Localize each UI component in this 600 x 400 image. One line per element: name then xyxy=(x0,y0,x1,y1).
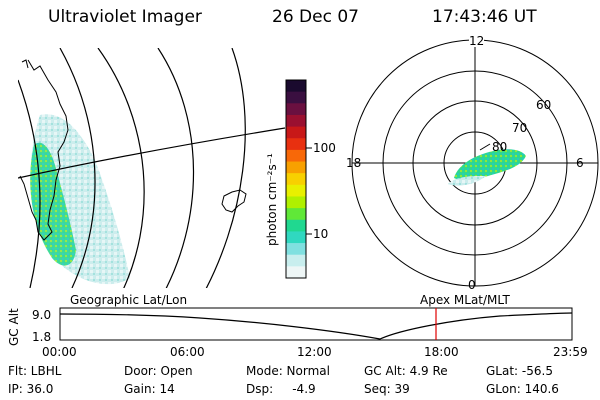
colorbar-gradient xyxy=(286,80,306,279)
ip-status: IP: 36.0 xyxy=(8,382,54,396)
altitude-curve xyxy=(59,312,573,340)
door-status: Door: Open xyxy=(124,364,193,378)
colorbar-band xyxy=(286,103,306,116)
colorbar-band xyxy=(286,243,306,256)
y-tick-label-1-8: 1.8 xyxy=(32,330,52,344)
x-tick-label-1800: 18:00 xyxy=(424,345,459,359)
observation-time: 17:43:46 UT xyxy=(432,7,537,27)
colorbar-band xyxy=(286,208,306,221)
meridian-line xyxy=(18,127,286,179)
x-tick-label-2359: 23:59 xyxy=(553,345,588,359)
x-tick-label-1200: 12:00 xyxy=(297,345,332,359)
filter-status: Flt: LBHL xyxy=(8,364,62,378)
colorbar-band xyxy=(286,254,306,267)
colorbar-band xyxy=(286,196,306,209)
colorbar-band xyxy=(286,219,306,232)
colorbar-band xyxy=(286,80,306,93)
glon-status: GLon: 140.6 xyxy=(486,382,559,396)
mlat-label-80: 80 xyxy=(492,140,508,154)
coastline-fragment xyxy=(21,59,29,69)
colorbar-frame xyxy=(285,79,307,279)
glat-status: GLat: -56.5 xyxy=(486,364,553,378)
polar-aurora-emission xyxy=(454,149,526,181)
timeline-frame xyxy=(59,307,573,341)
gain-status: Gain: 14 xyxy=(124,382,175,396)
latitude-arc-5 xyxy=(205,48,246,288)
latitude-arc-3 xyxy=(97,48,145,288)
colorbar-tick-label-100: 100 xyxy=(313,141,336,155)
gc-alt-status: GC Alt: 4.9 Re xyxy=(364,364,448,378)
colorbar-band xyxy=(286,149,306,163)
mode-status: Mode: Normal xyxy=(246,364,330,378)
colorbar-band xyxy=(286,138,306,151)
colorbar-tick-label-10: 10 xyxy=(313,227,329,241)
colorbar-band xyxy=(286,173,306,186)
geographic-panel-label: Geographic Lat/Lon xyxy=(70,293,188,307)
seq-status: Seq: 39 xyxy=(364,382,410,396)
observation-date: 26 Dec 07 xyxy=(272,7,359,27)
colorbar-band xyxy=(286,231,306,244)
mlt-label-18: 18 xyxy=(346,156,362,170)
x-tick-label-0600: 06:00 xyxy=(170,345,205,359)
colorbar-band xyxy=(286,114,306,128)
instrument-title: Ultraviolet Imager xyxy=(48,7,202,27)
colorbar-band xyxy=(286,126,306,139)
polar-aurora-glow xyxy=(448,176,486,186)
latitude-arc-2 xyxy=(59,48,96,288)
colorbar-band xyxy=(286,91,306,104)
apex-panel-label: Apex MLat/MLT xyxy=(420,293,510,307)
mlt-label-12: 12 xyxy=(469,34,485,48)
latitude-arc-4 xyxy=(157,48,195,288)
island-outline xyxy=(221,189,247,213)
mlt-label-6: 6 xyxy=(576,156,584,170)
coastline xyxy=(19,59,69,241)
colorbar-band xyxy=(286,266,306,279)
mlat-label-70: 70 xyxy=(512,121,528,135)
mlat-label-60: 60 xyxy=(536,98,552,112)
latitude-arc-1 xyxy=(18,79,41,288)
polar-ticker xyxy=(479,143,491,151)
y-tick-label-9: 9.0 xyxy=(32,308,52,322)
timeline-axis-label: GC Alt xyxy=(7,308,21,346)
colorbar-band xyxy=(286,161,306,174)
colorbar-band xyxy=(286,184,306,197)
x-tick-label-0000: 00:00 xyxy=(42,345,77,359)
mlt-label-0: 0 xyxy=(468,278,476,292)
dsp-status: Dsp: -4.9 xyxy=(246,382,316,396)
